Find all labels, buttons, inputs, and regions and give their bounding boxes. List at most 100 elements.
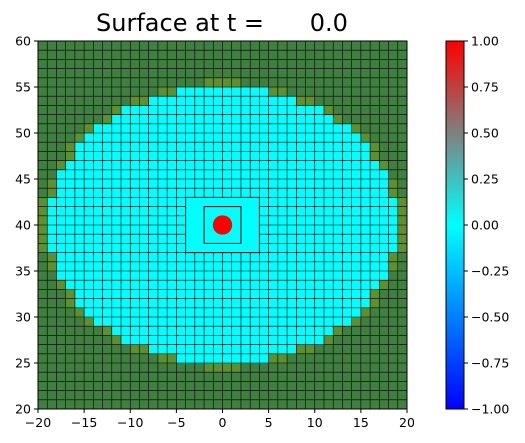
- colorbar-tick-label: 0.00: [471, 218, 499, 233]
- surface-cell: [351, 252, 362, 263]
- surface-cell: [111, 390, 122, 401]
- surface-cell: [102, 197, 113, 207]
- surface-cell: [305, 363, 316, 373]
- surface-cell: [296, 344, 306, 355]
- surface-cell: [323, 280, 334, 290]
- surface-cell: [370, 243, 380, 253]
- surface-cell: [47, 317, 57, 327]
- surface-cell: [74, 206, 85, 217]
- surface-cell: [250, 280, 260, 290]
- surface-cell: [388, 317, 399, 327]
- surface-cell: [342, 317, 352, 327]
- surface-cell: [360, 372, 371, 382]
- surface-cell: [111, 96, 122, 106]
- surface-cell: [102, 151, 113, 161]
- surface-cell: [121, 372, 131, 382]
- surface-cell: [102, 344, 113, 355]
- surface-cell: [121, 271, 131, 281]
- surface-cell: [222, 50, 233, 60]
- surface-cell: [56, 123, 66, 134]
- surface-cell: [388, 50, 399, 60]
- surface-cell: [38, 96, 48, 106]
- surface-cell: [185, 381, 196, 391]
- surface-cell: [111, 151, 122, 161]
- surface-cell: [121, 87, 131, 97]
- surface-cell: [222, 298, 233, 309]
- surface-cell: [351, 225, 362, 235]
- surface-cell: [370, 289, 380, 299]
- surface-cell: [296, 298, 306, 309]
- surface-cell: [351, 271, 362, 281]
- surface-cell: [167, 225, 177, 235]
- surface-cell: [84, 77, 94, 88]
- surface-cell: [231, 87, 242, 97]
- surface-cell: [360, 381, 371, 391]
- surface-cell: [65, 41, 76, 51]
- surface-cell: [148, 307, 159, 318]
- surface-cell: [277, 114, 288, 125]
- surface-cell: [157, 381, 168, 391]
- surface-cell: [74, 252, 85, 263]
- surface-cell: [388, 271, 399, 281]
- surface-cell: [351, 261, 362, 272]
- surface-cell: [148, 105, 159, 115]
- surface-cell: [176, 188, 186, 198]
- surface-cell: [277, 344, 288, 355]
- surface-cell: [397, 271, 407, 281]
- surface-cell: [268, 307, 279, 318]
- surface-cell: [204, 271, 214, 281]
- surface-cell: [176, 114, 186, 125]
- surface-cell: [240, 188, 251, 198]
- surface-cell: [157, 77, 168, 88]
- surface-cell: [397, 96, 407, 106]
- surface-cell: [323, 142, 334, 152]
- surface-cell: [111, 363, 122, 373]
- surface-cell: [167, 114, 177, 125]
- surface-cell: [102, 87, 113, 97]
- surface-cell: [74, 114, 85, 125]
- surface-cell: [388, 160, 399, 171]
- surface-cell: [47, 160, 57, 171]
- surface-cell: [360, 307, 371, 318]
- surface-cell: [93, 390, 103, 401]
- surface-cell: [148, 271, 159, 281]
- surface-cell: [379, 261, 389, 272]
- surface-cell: [148, 335, 159, 345]
- surface-cell: [287, 96, 297, 106]
- surface-cell: [250, 96, 260, 106]
- surface-cell: [157, 261, 168, 272]
- surface-cell: [65, 271, 76, 281]
- surface-cell: [351, 335, 362, 345]
- surface-cell: [121, 225, 131, 235]
- surface-cell: [74, 105, 85, 115]
- surface-cell: [204, 188, 214, 198]
- surface-cell: [139, 280, 149, 290]
- surface-cell: [185, 87, 196, 97]
- surface-cell: [121, 215, 131, 226]
- surface-cell: [287, 197, 297, 207]
- surface-cell: [204, 363, 214, 373]
- surface-cell: [176, 133, 186, 143]
- surface-cell: [240, 261, 251, 272]
- surface-cell: [323, 50, 334, 60]
- surface-cell: [379, 215, 389, 226]
- surface-cell: [65, 114, 76, 125]
- surface-cell: [47, 59, 57, 69]
- surface-cell: [323, 105, 334, 115]
- surface-cell: [93, 344, 103, 355]
- surface-cell: [121, 390, 131, 401]
- surface-cell: [259, 197, 269, 207]
- surface-cell: [93, 142, 103, 152]
- surface-cell: [102, 179, 113, 189]
- surface-cell: [305, 390, 316, 401]
- surface-cell: [102, 326, 113, 336]
- surface-cell: [305, 151, 316, 161]
- surface-cell: [111, 335, 122, 345]
- surface-cell: [397, 160, 407, 171]
- surface-cell: [47, 105, 57, 115]
- surface-cell: [111, 50, 122, 60]
- surface-cell: [305, 179, 316, 189]
- surface-cell: [176, 280, 186, 290]
- surface-cells: [38, 41, 407, 409]
- surface-cell: [148, 225, 159, 235]
